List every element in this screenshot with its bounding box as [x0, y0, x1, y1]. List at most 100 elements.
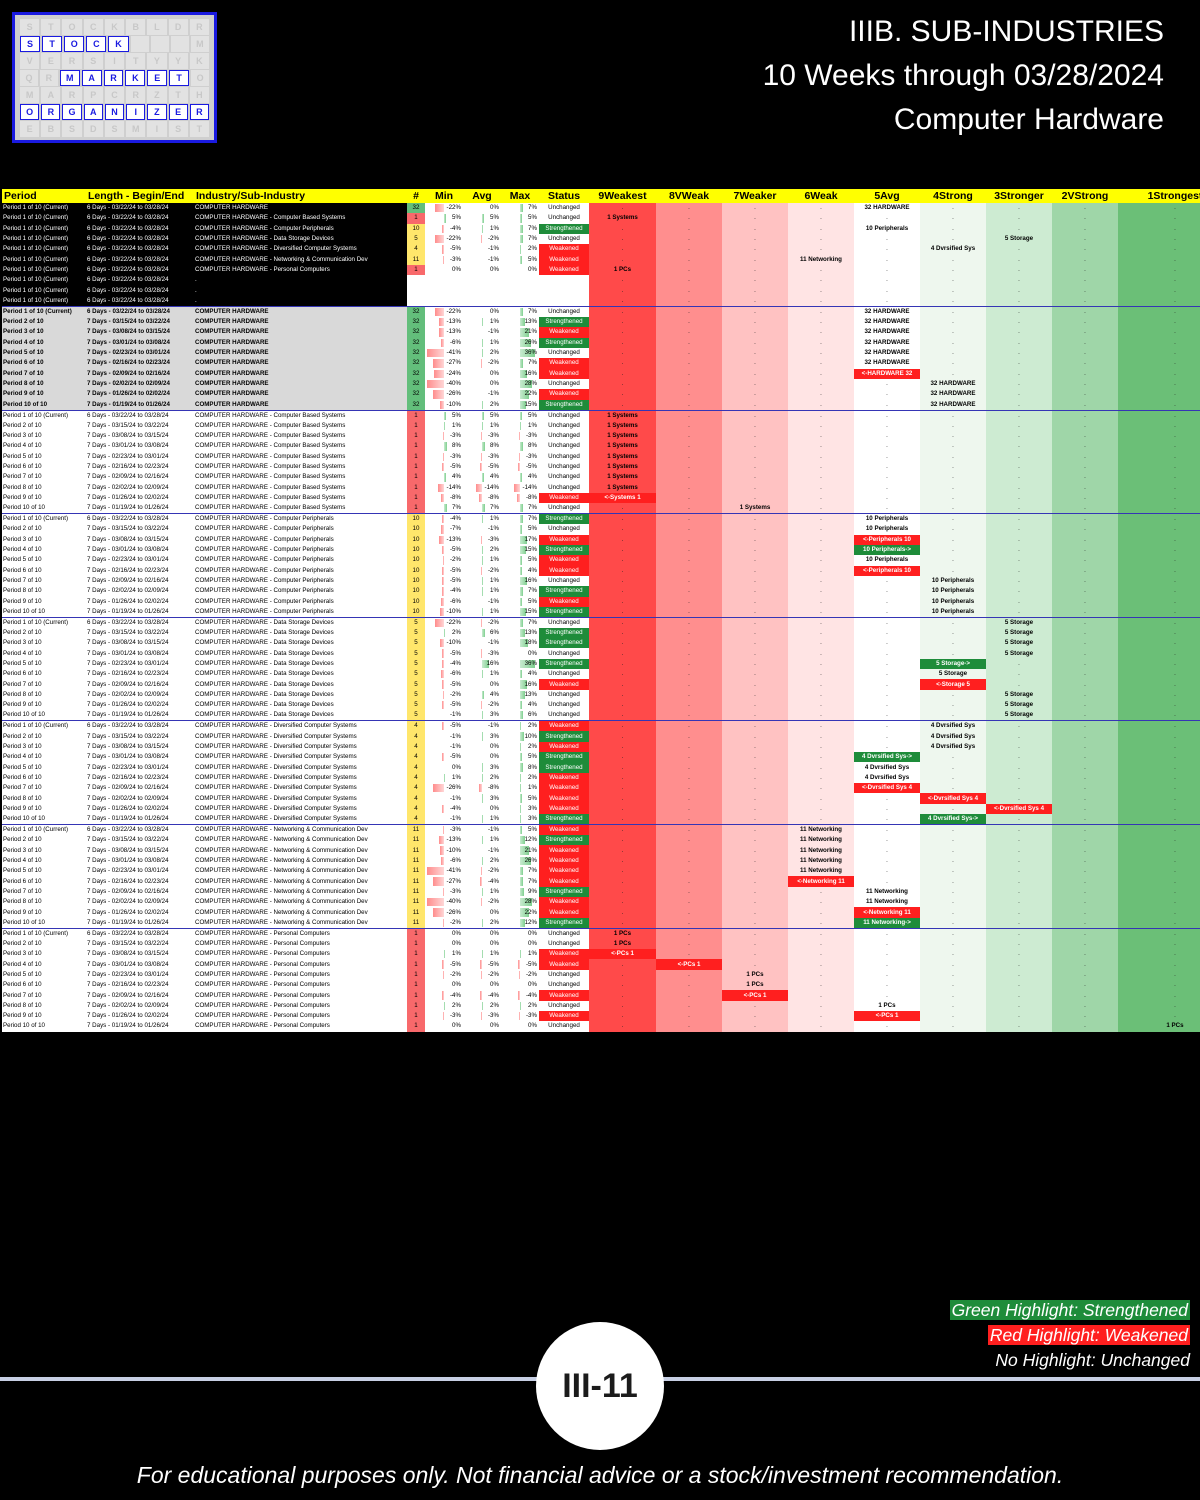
- status-cell: Unchanged: [539, 451, 589, 462]
- avg-cell: -4%: [463, 990, 501, 1001]
- zone-6-cell: .: [788, 544, 854, 556]
- value-text: 3%: [490, 732, 499, 740]
- zone-3-cell: .: [986, 399, 1052, 411]
- zone-5-cell: .: [854, 793, 920, 804]
- zone-3-cell: .: [986, 772, 1052, 784]
- period-cell: Period 10 of 10: [2, 399, 86, 411]
- zone-8-cell: .: [656, 648, 722, 659]
- zone-5-cell: .: [854, 492, 920, 504]
- zone-6-cell: .: [788, 337, 854, 348]
- zone-6-cell: .: [788, 327, 854, 338]
- zone-6-cell: .: [788, 441, 854, 452]
- avg-cell: 0%: [463, 938, 501, 950]
- table-row: Period 7 of 10 7 Days - 02/09/24 to 02/16…: [2, 679, 1200, 690]
- min-cell: -41%: [425, 347, 463, 359]
- zone-5-cell: .: [854, 627, 920, 639]
- logo-letter-tile: S: [168, 120, 188, 137]
- value-text: 0%: [490, 929, 499, 937]
- zone-9-cell: .: [589, 503, 656, 514]
- zone-7-cell: .: [722, 555, 788, 566]
- zone-7-cell: 1 PCs: [722, 969, 788, 981]
- industry-cell: COMPUTER HARDWARE - Computer Peripherals: [194, 544, 407, 556]
- min-cell: 4%: [425, 472, 463, 483]
- zone-5-cell: .: [854, 233, 920, 245]
- avg-cell: -2%: [463, 700, 501, 711]
- value-text: 5%: [490, 214, 499, 222]
- avg-cell: -4%: [463, 876, 501, 887]
- zone-6-cell: .: [788, 990, 854, 1001]
- industry-cell: COMPUTER HARDWARE - Diversified Computer…: [194, 741, 407, 753]
- zone-8-cell: .: [656, 731, 722, 742]
- data-bar: [444, 214, 447, 223]
- zone-7-cell: .: [722, 295, 788, 307]
- status-cell: Unchanged: [539, 616, 589, 628]
- data-bar: [481, 970, 482, 980]
- data-bar: [482, 773, 483, 783]
- length-cell: 7 Days - 03/01/24 to 03/08/24: [86, 855, 194, 867]
- period-cell: Period 9 of 10: [2, 492, 86, 504]
- zone-6-cell: .: [788, 461, 854, 473]
- zone-7-cell: .: [722, 752, 788, 763]
- column-header: 6Weak: [788, 189, 854, 203]
- logo-letter-tile: [150, 35, 169, 52]
- min-cell: -2%: [425, 969, 463, 981]
- avg-cell: -2%: [463, 897, 501, 908]
- industry-cell: COMPUTER HARDWARE: [194, 368, 407, 379]
- period-cell: Period 8 of 10: [2, 689, 86, 701]
- zone-5-cell: .: [854, 648, 920, 659]
- zone-7-cell: .: [722, 524, 788, 535]
- period-cell: Period 1 of 10 (Current): [2, 264, 86, 276]
- min-cell: -13%: [425, 316, 463, 328]
- zone-3-cell: .: [986, 927, 1052, 939]
- logo-letter-tile: Z: [147, 86, 167, 103]
- zone-3-cell: .: [986, 461, 1052, 473]
- zone-3-cell: .: [986, 203, 1052, 214]
- logo-letter-tile: K: [189, 52, 209, 69]
- zone-9-cell: .: [589, 565, 656, 576]
- zone-3-cell: .: [986, 855, 1052, 867]
- zone-7-cell: .: [722, 420, 788, 431]
- avg-cell: -3%: [463, 1011, 501, 1022]
- value-text: 1%: [490, 224, 499, 232]
- avg-cell: 1%: [463, 586, 501, 597]
- period-cell: Period 6 of 10: [2, 461, 86, 473]
- status-cell: Unchanged: [539, 305, 589, 317]
- max-cell: 4%: [501, 565, 539, 576]
- zone-8-cell: .: [656, 586, 722, 597]
- zone-9-cell: .: [589, 886, 656, 898]
- zone-5-cell: .: [854, 503, 920, 514]
- count-cell: 10: [407, 544, 425, 556]
- zone-3-cell: .: [986, 720, 1052, 732]
- avg-cell: 0%: [463, 803, 501, 815]
- zone-7-cell: .: [722, 213, 788, 224]
- value-text: 0%: [490, 908, 499, 916]
- max-cell: 16%: [501, 679, 539, 690]
- zone-4-cell: .: [920, 990, 986, 1001]
- value-text: -13%: [446, 328, 461, 336]
- logo-letter-tile: S: [62, 120, 82, 137]
- zone-8-cell: .: [656, 917, 722, 929]
- zone-9-cell: .: [589, 969, 656, 981]
- zone-5-cell: .: [854, 285, 920, 296]
- value-text: -6%: [449, 670, 461, 678]
- zone-2-cell: .: [1052, 897, 1118, 908]
- zone-5-cell: .: [854, 980, 920, 991]
- length-cell: 7 Days - 01/26/24 to 02/02/24: [86, 492, 194, 504]
- value-text: -22%: [446, 618, 461, 626]
- table-row: Period 7 of 10 7 Days - 02/09/24 to 02/16…: [2, 990, 1200, 1001]
- period-cell: Period 10 of 10: [2, 606, 86, 618]
- zone-3-cell: .: [986, 1021, 1052, 1032]
- count-cell: 4: [407, 814, 425, 825]
- column-header: 8VWeak: [656, 189, 722, 203]
- zone-1-cell: .: [1118, 990, 1200, 1001]
- logo-letter-tile: R: [103, 69, 124, 86]
- table-row: Period 1 of 10 (Current) 6 Days - 03/22/2…: [2, 254, 1200, 265]
- zone-2-cell: .: [1052, 358, 1118, 369]
- value-text: -1%: [487, 639, 499, 647]
- period-cell: Period 4 of 10: [2, 959, 86, 970]
- zone-9-cell: .: [589, 835, 656, 846]
- zone-2-cell: .: [1052, 285, 1118, 296]
- avg-cell: -3%: [463, 430, 501, 442]
- zone-2-cell: .: [1052, 275, 1118, 286]
- value-text: -14%: [446, 483, 461, 491]
